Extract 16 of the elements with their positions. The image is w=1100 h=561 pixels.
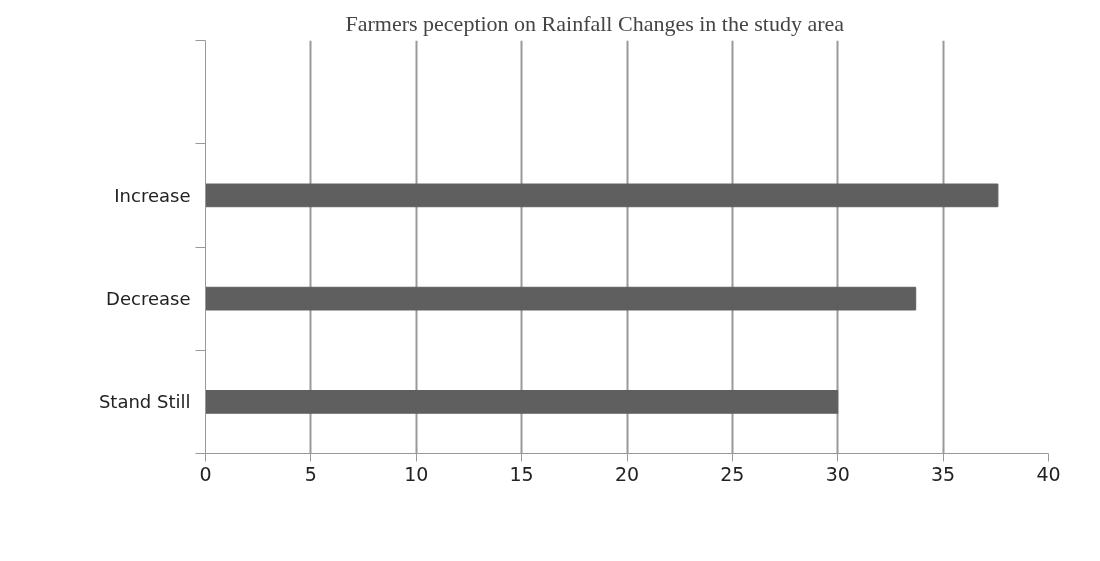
x-tick-label: 0	[199, 462, 212, 485]
y-tick-label: Increase	[114, 184, 191, 206]
x-tick-label: 40	[1036, 462, 1061, 485]
x-tick-label: 35	[931, 462, 956, 485]
y-tick-label: Stand Still	[98, 391, 191, 413]
x-tick-label: 25	[720, 462, 745, 485]
x-tick-label: 15	[509, 462, 534, 485]
x-tick-label: 5	[304, 462, 317, 485]
bar	[205, 390, 839, 414]
bar	[205, 286, 917, 311]
bar	[205, 183, 999, 208]
x-tick-label: 20	[614, 462, 640, 485]
x-tick-label: 30	[825, 462, 850, 485]
x-tick-label: 10	[404, 462, 429, 485]
chart-title: Farmers peception on Rainfall Changes in the study area	[345, 10, 845, 36]
y-tick-label: Decrease	[106, 288, 191, 310]
